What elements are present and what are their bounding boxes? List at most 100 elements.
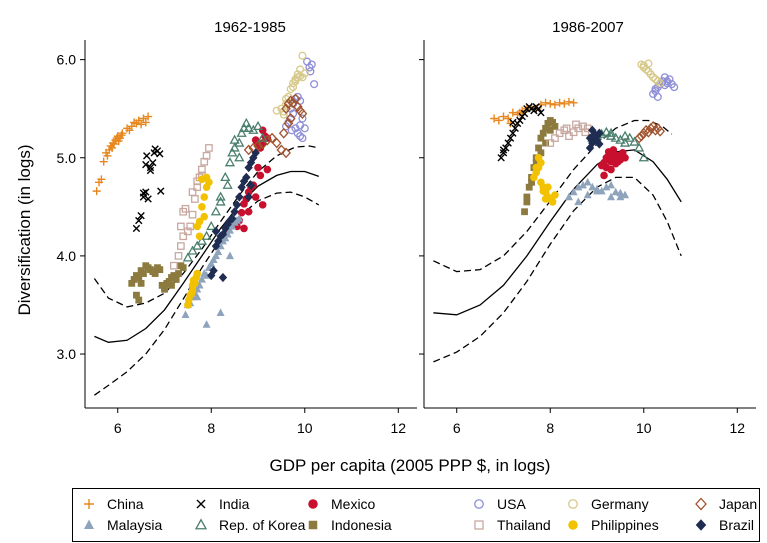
legend: China India Mexico USA Germany Japan Malaysia R… [72,488,760,542]
data-point [516,116,524,125]
data-point [135,274,143,281]
data-point [583,190,592,199]
data-point [193,292,202,301]
data-point [251,193,260,201]
data-point [560,126,569,135]
data-point [202,320,211,328]
data-point [141,118,150,127]
data-point [610,132,621,142]
y-tick-label: 3.0 [57,346,77,362]
data-point [569,98,578,107]
legend-item-rep-of-korea: Rep. of Korea [193,515,305,535]
legend-label: Japan [719,496,758,512]
legend-label: Indonesia [331,517,392,533]
data-point [300,69,309,78]
x-tick-label: 12 [391,420,407,436]
legend-label: Thailand [497,517,551,533]
data-point [624,132,635,142]
series-philippines [184,173,213,309]
data-point [278,127,289,139]
data-point [234,152,245,162]
legend-label: China [107,496,144,512]
data-point [140,270,147,277]
data-point [244,192,253,202]
data-point [235,214,244,222]
data-point [546,126,554,134]
data-point [578,180,587,189]
data-point [534,104,543,113]
data-point [298,73,307,82]
data-point [572,120,580,129]
data-point [546,99,555,108]
legend-marker-icon [695,497,707,511]
data-point [191,195,199,203]
legend-marker-icon [308,520,318,530]
data-point [520,109,529,118]
legend-label: USA [497,496,526,512]
data-point [639,61,648,70]
data-point [267,132,277,144]
data-point [144,195,152,203]
data-point [574,197,583,206]
data-point [114,137,123,146]
data-point [542,139,549,147]
data-point [644,59,653,68]
data-point [234,137,245,147]
data-point [205,144,213,152]
data-point [648,120,659,132]
data-point [202,173,211,182]
data-point [230,207,239,217]
data-point [99,157,108,166]
series-malaysia [564,177,630,206]
data-point [549,119,556,126]
data-point [137,211,145,220]
data-point [497,154,505,162]
data-point [508,108,517,117]
data-point [298,114,307,123]
data-point [653,77,662,86]
data-point [534,153,543,162]
series-japan [634,120,666,144]
data-point [601,126,612,136]
data-point [607,192,616,201]
x-tick-label: 10 [636,420,652,436]
data-point [555,98,564,107]
data-point [216,308,225,317]
data-point [211,251,220,260]
data-point [537,134,545,142]
data-point [222,179,233,189]
series-brazil [207,148,260,283]
legend-marker-icon [695,519,707,531]
data-point [607,180,616,189]
data-point [296,65,305,74]
data-point [253,140,263,152]
legend-item-brazil: Brazil [693,515,754,535]
data-point [143,152,151,160]
data-point [521,208,528,216]
data-point [251,148,260,158]
data-point [595,128,604,138]
data-point [157,187,165,195]
data-point [215,196,226,206]
data-point [263,165,272,174]
data-point [236,127,247,137]
chart-figure: 6 8 10 12 3.0 4.0 5.0 6.0 6 8 10 12 1962-1985 1986… [15,19,756,475]
data-point [188,286,197,295]
data-point [229,142,240,152]
data-point [221,233,230,242]
data-point [289,83,298,92]
data-point [494,116,503,125]
legend-label: Philippines [591,517,659,533]
y-tick-label: 4.0 [57,248,77,264]
data-point [651,86,660,96]
data-point [560,99,569,108]
data-point [607,165,615,174]
data-point [179,232,188,241]
legend-marker-icon [194,518,208,530]
data-point [215,191,226,201]
legend-label: Germany [591,496,649,512]
series-china [92,112,153,196]
data-point [179,264,187,272]
series-japan [243,93,308,159]
data-point [209,266,218,276]
